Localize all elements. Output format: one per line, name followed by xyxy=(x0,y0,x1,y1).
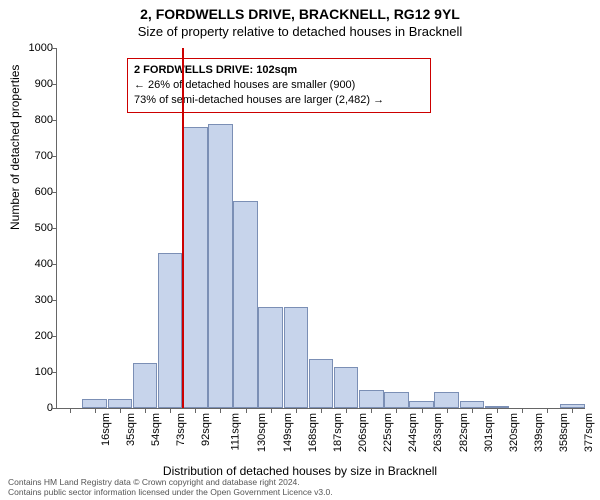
histogram-bar xyxy=(108,399,133,408)
x-tick-label: 320sqm xyxy=(508,413,520,452)
annotation-line1: 2 FORDWELLS DRIVE: 102sqm xyxy=(134,63,424,78)
y-tick-mark xyxy=(52,264,57,265)
annotation-line2: ← 26% of detached houses are smaller (90… xyxy=(134,78,424,93)
x-tick-mark xyxy=(447,408,448,413)
x-tick-mark xyxy=(346,408,347,413)
histogram-bar xyxy=(334,367,359,408)
x-tick-mark xyxy=(246,408,247,413)
y-tick-mark xyxy=(52,372,57,373)
x-tick-mark xyxy=(472,408,473,413)
annotation-box: 2 FORDWELLS DRIVE: 102sqm ← 26% of detac… xyxy=(127,58,431,113)
x-tick-mark xyxy=(572,408,573,413)
x-tick-label: 92sqm xyxy=(200,413,212,446)
histogram-bar xyxy=(208,124,233,408)
histogram-bar xyxy=(133,363,158,408)
x-tick-label: 73sqm xyxy=(175,413,187,446)
y-tick-mark xyxy=(52,192,57,193)
histogram-bar xyxy=(309,359,334,408)
x-tick-label: 358sqm xyxy=(558,413,570,452)
y-tick-label: 700 xyxy=(21,150,53,162)
histogram-bar xyxy=(434,392,459,408)
x-tick-label: 35sqm xyxy=(125,413,137,446)
y-tick-mark xyxy=(52,156,57,157)
y-tick-mark xyxy=(52,48,57,49)
plot-area: 2 FORDWELLS DRIVE: 102sqm ← 26% of detac… xyxy=(56,48,585,409)
footer-line2: Contains public sector information licen… xyxy=(8,488,592,498)
x-tick-label: 244sqm xyxy=(407,413,419,452)
annotation-line3: 73% of semi-detached houses are larger (… xyxy=(134,93,424,108)
x-tick-label: 187sqm xyxy=(332,413,344,452)
x-tick-label: 16sqm xyxy=(100,413,112,446)
x-tick-mark xyxy=(195,408,196,413)
y-tick-label: 1000 xyxy=(21,42,53,54)
x-tick-mark xyxy=(321,408,322,413)
x-tick-mark xyxy=(95,408,96,413)
x-tick-label: 282sqm xyxy=(458,413,470,452)
x-tick-mark xyxy=(271,408,272,413)
x-tick-mark xyxy=(396,408,397,413)
x-tick-label: 130sqm xyxy=(257,413,269,452)
histogram-bar xyxy=(284,307,309,408)
histogram-bar xyxy=(460,401,485,408)
histogram-bar xyxy=(258,307,283,408)
y-tick-mark xyxy=(52,300,57,301)
x-tick-label: 301sqm xyxy=(483,413,495,452)
y-tick-mark xyxy=(52,120,57,121)
x-tick-mark xyxy=(70,408,71,413)
x-tick-label: 149sqm xyxy=(282,413,294,452)
x-tick-mark xyxy=(220,408,221,413)
x-axis-label: Distribution of detached houses by size … xyxy=(0,464,600,478)
histogram-bar xyxy=(409,401,434,408)
y-tick-label: 100 xyxy=(21,366,53,378)
x-tick-label: 263sqm xyxy=(433,413,445,452)
histogram-bar xyxy=(233,201,258,408)
x-tick-mark xyxy=(547,408,548,413)
y-tick-label: 400 xyxy=(21,258,53,270)
histogram-bar xyxy=(359,390,384,408)
x-tick-mark xyxy=(170,408,171,413)
x-tick-label: 339sqm xyxy=(533,413,545,452)
y-tick-mark xyxy=(52,228,57,229)
y-tick-mark xyxy=(52,336,57,337)
x-tick-mark xyxy=(145,408,146,413)
y-tick-label: 300 xyxy=(21,294,53,306)
x-tick-mark xyxy=(497,408,498,413)
x-tick-mark xyxy=(371,408,372,413)
histogram-bar xyxy=(183,127,208,408)
x-tick-label: 225sqm xyxy=(382,413,394,452)
x-tick-label: 377sqm xyxy=(583,413,595,452)
chart-container: 2, FORDWELLS DRIVE, BRACKNELL, RG12 9YL … xyxy=(0,0,600,500)
histogram-bar xyxy=(158,253,183,408)
y-tick-mark xyxy=(52,84,57,85)
x-tick-mark xyxy=(120,408,121,413)
x-tick-mark xyxy=(422,408,423,413)
x-tick-mark xyxy=(522,408,523,413)
y-tick-label: 0 xyxy=(21,402,53,414)
y-tick-label: 500 xyxy=(21,222,53,234)
x-tick-label: 111sqm xyxy=(230,413,242,451)
y-tick-label: 600 xyxy=(21,186,53,198)
y-axis-label: Number of detached properties xyxy=(8,65,22,230)
footer-text: Contains HM Land Registry data © Crown c… xyxy=(8,478,592,498)
x-tick-label: 206sqm xyxy=(357,413,369,452)
x-tick-mark xyxy=(296,408,297,413)
x-tick-label: 54sqm xyxy=(150,413,162,446)
histogram-bar xyxy=(82,399,107,408)
chart-title-line2: Size of property relative to detached ho… xyxy=(0,24,600,39)
y-tick-label: 900 xyxy=(21,78,53,90)
x-tick-label: 168sqm xyxy=(307,413,319,452)
reference-line xyxy=(182,48,184,408)
chart-title-line1: 2, FORDWELLS DRIVE, BRACKNELL, RG12 9YL xyxy=(0,6,600,22)
histogram-bar xyxy=(384,392,409,408)
y-tick-label: 200 xyxy=(21,330,53,342)
y-tick-label: 800 xyxy=(21,114,53,126)
y-tick-mark xyxy=(52,408,57,409)
